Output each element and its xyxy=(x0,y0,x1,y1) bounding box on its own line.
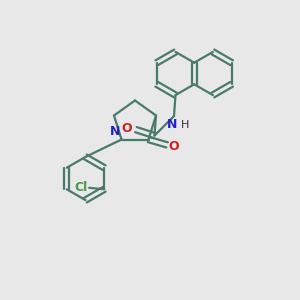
Text: H: H xyxy=(181,120,189,130)
Text: Cl: Cl xyxy=(74,181,88,194)
Text: N: N xyxy=(110,125,120,138)
Text: N: N xyxy=(167,118,177,130)
Text: O: O xyxy=(122,122,132,135)
Text: O: O xyxy=(169,140,179,153)
